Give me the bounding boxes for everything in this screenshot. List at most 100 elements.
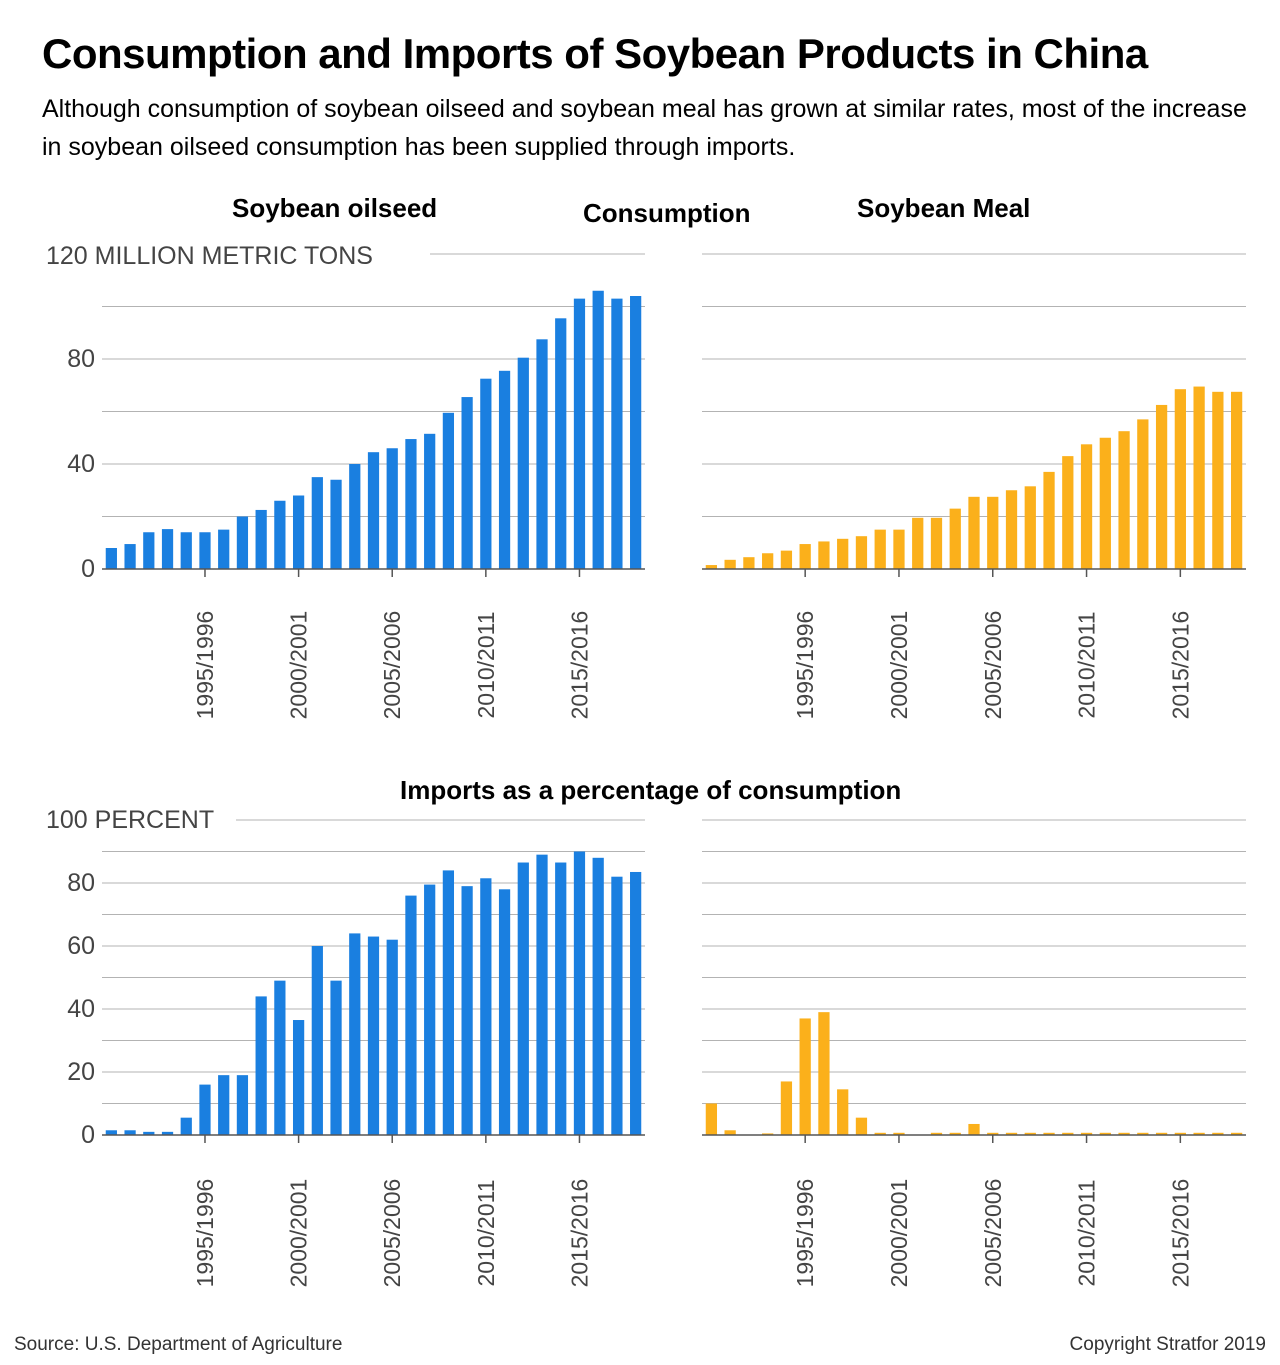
bar bbox=[236, 1075, 249, 1135]
bar bbox=[442, 870, 455, 1135]
x-tick-label: 2005/2006 bbox=[379, 611, 405, 720]
bar bbox=[1137, 1132, 1149, 1135]
bar bbox=[124, 544, 136, 569]
bar bbox=[1043, 471, 1055, 570]
bar bbox=[1193, 386, 1205, 569]
bar bbox=[1193, 1132, 1205, 1135]
bar bbox=[461, 886, 473, 1135]
bar bbox=[949, 508, 961, 570]
bar bbox=[1118, 1132, 1130, 1135]
x-tick-label: 2015/2016 bbox=[1167, 1179, 1193, 1288]
bar bbox=[1118, 431, 1130, 569]
y-axis-unit-label: 120 MILLION METRIC TONS bbox=[46, 242, 373, 270]
x-tick-label: 2005/2006 bbox=[379, 1179, 405, 1288]
bar bbox=[311, 946, 323, 1135]
bar bbox=[724, 1130, 736, 1135]
y-tick-label: 0 bbox=[81, 555, 95, 583]
bar bbox=[480, 378, 492, 569]
x-tick-label: 1995/1996 bbox=[192, 1179, 218, 1288]
bar bbox=[349, 464, 361, 569]
bar bbox=[799, 1018, 811, 1135]
bar bbox=[1212, 391, 1224, 569]
bar bbox=[274, 980, 286, 1135]
bar bbox=[124, 1130, 136, 1135]
bar bbox=[705, 1103, 718, 1135]
bar bbox=[1080, 444, 1093, 569]
bar bbox=[855, 1117, 868, 1135]
bar bbox=[968, 496, 980, 569]
bar bbox=[1230, 1132, 1243, 1135]
bar bbox=[780, 1081, 793, 1135]
y-tick-label: 60 bbox=[67, 932, 95, 960]
bar bbox=[236, 516, 249, 569]
bar bbox=[968, 1123, 980, 1135]
charts-canvas: 1995/1996 2000/2001 2005/2006 2010/2011 2015… bbox=[46, 242, 1246, 1288]
meal-series-label: Soybean Meal bbox=[857, 193, 1031, 223]
bar bbox=[386, 939, 398, 1135]
bar bbox=[442, 412, 455, 569]
imports-section-label: Imports as a percentage of consumption bbox=[400, 775, 902, 805]
bar bbox=[255, 509, 267, 569]
bar bbox=[743, 557, 755, 569]
bar bbox=[611, 876, 623, 1135]
bar bbox=[555, 318, 567, 569]
bar bbox=[630, 871, 642, 1135]
bar bbox=[705, 565, 718, 569]
bar bbox=[592, 857, 604, 1135]
bar bbox=[517, 862, 529, 1135]
bar bbox=[987, 1132, 999, 1135]
bar bbox=[105, 1130, 117, 1135]
bar bbox=[780, 550, 793, 570]
bar bbox=[1062, 1132, 1074, 1135]
bar bbox=[161, 529, 174, 569]
bar bbox=[1062, 456, 1074, 570]
consumption-section-label: Consumption bbox=[583, 198, 751, 228]
bar bbox=[424, 433, 436, 569]
bar bbox=[1024, 486, 1036, 569]
bar bbox=[1155, 404, 1168, 569]
bar bbox=[949, 1132, 961, 1135]
bar bbox=[1005, 490, 1018, 569]
oilseed-series-label: Soybean oilseed bbox=[232, 193, 438, 223]
x-tick-label: 2005/2006 bbox=[980, 1179, 1006, 1288]
bar bbox=[1137, 419, 1149, 570]
bar bbox=[818, 541, 830, 569]
bar bbox=[930, 1132, 943, 1135]
source-note: Source: U.S. Department of Agriculture bbox=[14, 1334, 343, 1355]
bar bbox=[498, 370, 511, 569]
bar bbox=[630, 296, 642, 569]
bar bbox=[161, 1131, 174, 1135]
bar bbox=[555, 862, 567, 1135]
x-tick-label: 2000/2001 bbox=[886, 1179, 912, 1288]
y-tick-label: 80 bbox=[67, 869, 95, 897]
bar bbox=[799, 544, 811, 569]
bar bbox=[762, 1133, 774, 1135]
x-tick-label: 2000/2001 bbox=[286, 1179, 312, 1288]
bar bbox=[893, 529, 905, 570]
y-tick-label: 40 bbox=[67, 995, 95, 1023]
x-tick-label: 2005/2006 bbox=[980, 611, 1006, 720]
x-tick-label: 2010/2011 bbox=[1074, 1179, 1100, 1286]
bar bbox=[1155, 1132, 1168, 1135]
bar bbox=[405, 439, 417, 569]
bar bbox=[405, 895, 417, 1135]
bar bbox=[292, 495, 305, 569]
bar bbox=[912, 517, 924, 569]
chart-title: Consumption and Imports of Soybean Produ… bbox=[42, 30, 1148, 77]
bar bbox=[386, 448, 398, 569]
bar bbox=[143, 532, 155, 569]
bar bbox=[199, 1084, 211, 1135]
bar bbox=[1024, 1132, 1036, 1135]
bar bbox=[330, 479, 342, 569]
bar bbox=[724, 559, 736, 569]
bar bbox=[274, 500, 286, 569]
bar bbox=[461, 397, 473, 569]
bar bbox=[874, 1132, 886, 1135]
chart-subtitle: Although consumption of soybean oilseed … bbox=[42, 95, 1247, 161]
bar bbox=[818, 1012, 830, 1135]
bar bbox=[143, 1131, 155, 1135]
bar bbox=[1212, 1132, 1224, 1135]
y-axis-unit-label: 100 PERCENT bbox=[46, 806, 214, 834]
y-tick-label: 0 bbox=[81, 1121, 95, 1149]
bar bbox=[611, 298, 623, 570]
